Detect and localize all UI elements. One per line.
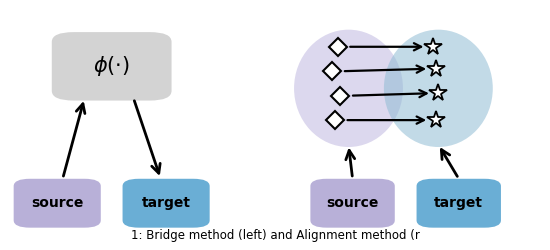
Text: 1: Bridge method (left) and Alignment method (r: 1: Bridge method (left) and Alignment me… bbox=[130, 229, 420, 242]
FancyBboxPatch shape bbox=[52, 32, 172, 100]
Text: source: source bbox=[326, 196, 379, 210]
FancyBboxPatch shape bbox=[14, 179, 101, 228]
FancyBboxPatch shape bbox=[123, 179, 210, 228]
Text: source: source bbox=[31, 196, 84, 210]
Ellipse shape bbox=[294, 30, 403, 147]
Text: $\phi(\cdot)$: $\phi(\cdot)$ bbox=[93, 54, 130, 78]
Text: target: target bbox=[434, 196, 483, 210]
FancyBboxPatch shape bbox=[310, 179, 395, 228]
Ellipse shape bbox=[384, 30, 493, 147]
Text: target: target bbox=[141, 196, 191, 210]
FancyBboxPatch shape bbox=[416, 179, 501, 228]
